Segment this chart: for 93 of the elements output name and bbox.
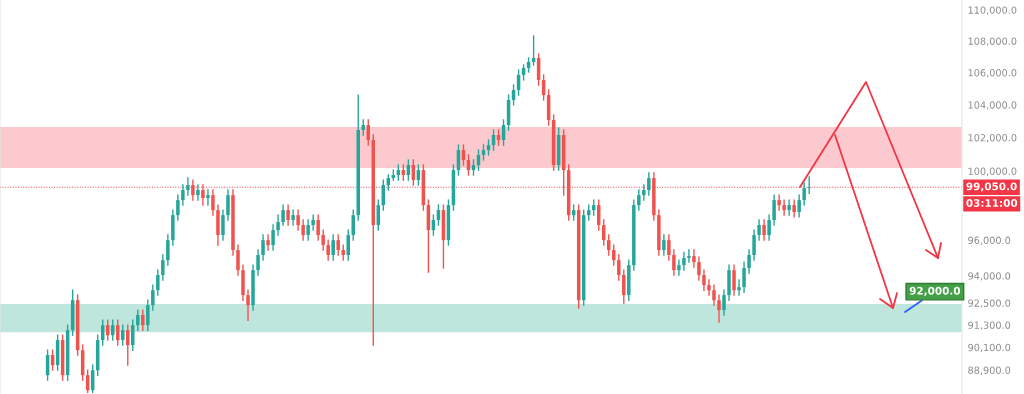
candlestick bbox=[772, 194, 776, 226]
candlestick bbox=[737, 279, 741, 296]
candlestick bbox=[707, 279, 711, 296]
candlestick bbox=[196, 184, 200, 201]
candlestick bbox=[226, 189, 230, 221]
candlestick bbox=[662, 234, 666, 256]
candlestick bbox=[156, 269, 160, 296]
candlestick bbox=[331, 234, 335, 261]
candlestick bbox=[642, 184, 646, 201]
candlestick bbox=[612, 244, 616, 266]
candlestick bbox=[712, 284, 716, 306]
y-tick-label: 104,000.0 bbox=[968, 101, 1017, 110]
candlestick bbox=[261, 234, 265, 261]
candlestick bbox=[351, 209, 355, 241]
candlestick bbox=[131, 319, 135, 351]
candlestick bbox=[271, 224, 275, 251]
y-tick-label: 108,000.0 bbox=[968, 37, 1017, 46]
candlestick bbox=[201, 184, 205, 206]
candlestick bbox=[802, 182, 806, 206]
candlestick bbox=[121, 324, 125, 346]
ref-line-label: 99,050.0 bbox=[966, 182, 1017, 192]
candlestick bbox=[797, 194, 801, 218]
candlestick bbox=[236, 244, 240, 276]
y-tick-label: 92,500.0 bbox=[968, 299, 1011, 308]
candlestick bbox=[677, 259, 681, 276]
candlestick bbox=[757, 219, 761, 241]
candlestick bbox=[211, 189, 215, 216]
candlestick bbox=[296, 209, 300, 231]
candlestick bbox=[702, 269, 706, 291]
candlestick bbox=[301, 219, 305, 241]
candlestick bbox=[161, 254, 165, 281]
candlestick bbox=[346, 229, 350, 261]
candlestick bbox=[256, 249, 260, 276]
candlestick bbox=[647, 172, 651, 196]
candlestick bbox=[311, 214, 315, 231]
y-tick-label: 106,000.0 bbox=[968, 69, 1017, 78]
candlestick bbox=[316, 214, 320, 241]
y-tick-label: 91,300.0 bbox=[968, 321, 1011, 330]
candlestick bbox=[682, 251, 686, 271]
candlestick bbox=[742, 261, 746, 293]
candlestick bbox=[136, 309, 140, 331]
candlestick bbox=[782, 199, 786, 216]
y-tick-label: 102,000.0 bbox=[968, 134, 1017, 143]
y-tick-label: 94,000.0 bbox=[968, 272, 1011, 281]
candlestick bbox=[276, 214, 280, 236]
candlestick bbox=[807, 176, 811, 194]
candlestick bbox=[762, 219, 766, 241]
candlestick bbox=[281, 204, 285, 226]
candlestick bbox=[672, 249, 676, 276]
candlestick bbox=[336, 234, 340, 256]
candlestick bbox=[617, 254, 621, 281]
candlestick bbox=[732, 264, 736, 296]
candlestick bbox=[291, 209, 295, 226]
annotation: 92,000.0 bbox=[909, 286, 961, 297]
candlestick bbox=[206, 189, 210, 206]
y-tick-label: 88,900.0 bbox=[968, 366, 1011, 375]
candlestick bbox=[326, 239, 330, 261]
candlestick bbox=[607, 234, 611, 256]
candlestick bbox=[286, 204, 290, 226]
candlestick bbox=[141, 309, 145, 331]
candlestick bbox=[181, 184, 185, 206]
candlestick bbox=[191, 179, 195, 201]
candlestick bbox=[767, 214, 771, 241]
candlestick bbox=[697, 256, 701, 281]
candlestick bbox=[667, 234, 671, 261]
candlestick bbox=[747, 249, 751, 274]
candlestick bbox=[221, 209, 225, 241]
candlestick bbox=[752, 229, 756, 261]
y-tick-label: 110,000.0 bbox=[968, 6, 1017, 15]
candlestick bbox=[692, 249, 696, 268]
candlestick bbox=[687, 249, 691, 263]
candlestick bbox=[777, 194, 781, 211]
candlestick bbox=[166, 234, 170, 266]
y-tick-label: 100,000.0 bbox=[968, 167, 1017, 176]
candlestick bbox=[146, 299, 150, 331]
y-tick-label: 90,100.0 bbox=[968, 343, 1011, 353]
candlestick bbox=[787, 199, 791, 216]
candlestick bbox=[717, 294, 721, 323]
candlestick bbox=[722, 289, 726, 316]
candlestick bbox=[306, 219, 310, 241]
candlestick bbox=[126, 324, 130, 366]
candlestick bbox=[176, 194, 180, 221]
candlestick bbox=[637, 189, 641, 211]
y-tick-label: 96,000.0 bbox=[968, 236, 1011, 245]
text: 03:11:00 bbox=[966, 199, 1018, 207]
candlestick bbox=[266, 234, 270, 251]
candlestick bbox=[792, 199, 796, 218]
candlestick bbox=[321, 229, 325, 251]
candlestick bbox=[602, 219, 606, 246]
candlestick bbox=[186, 177, 190, 196]
candlestick bbox=[151, 284, 155, 311]
candlestick bbox=[622, 269, 626, 304]
candlestick bbox=[246, 289, 250, 321]
